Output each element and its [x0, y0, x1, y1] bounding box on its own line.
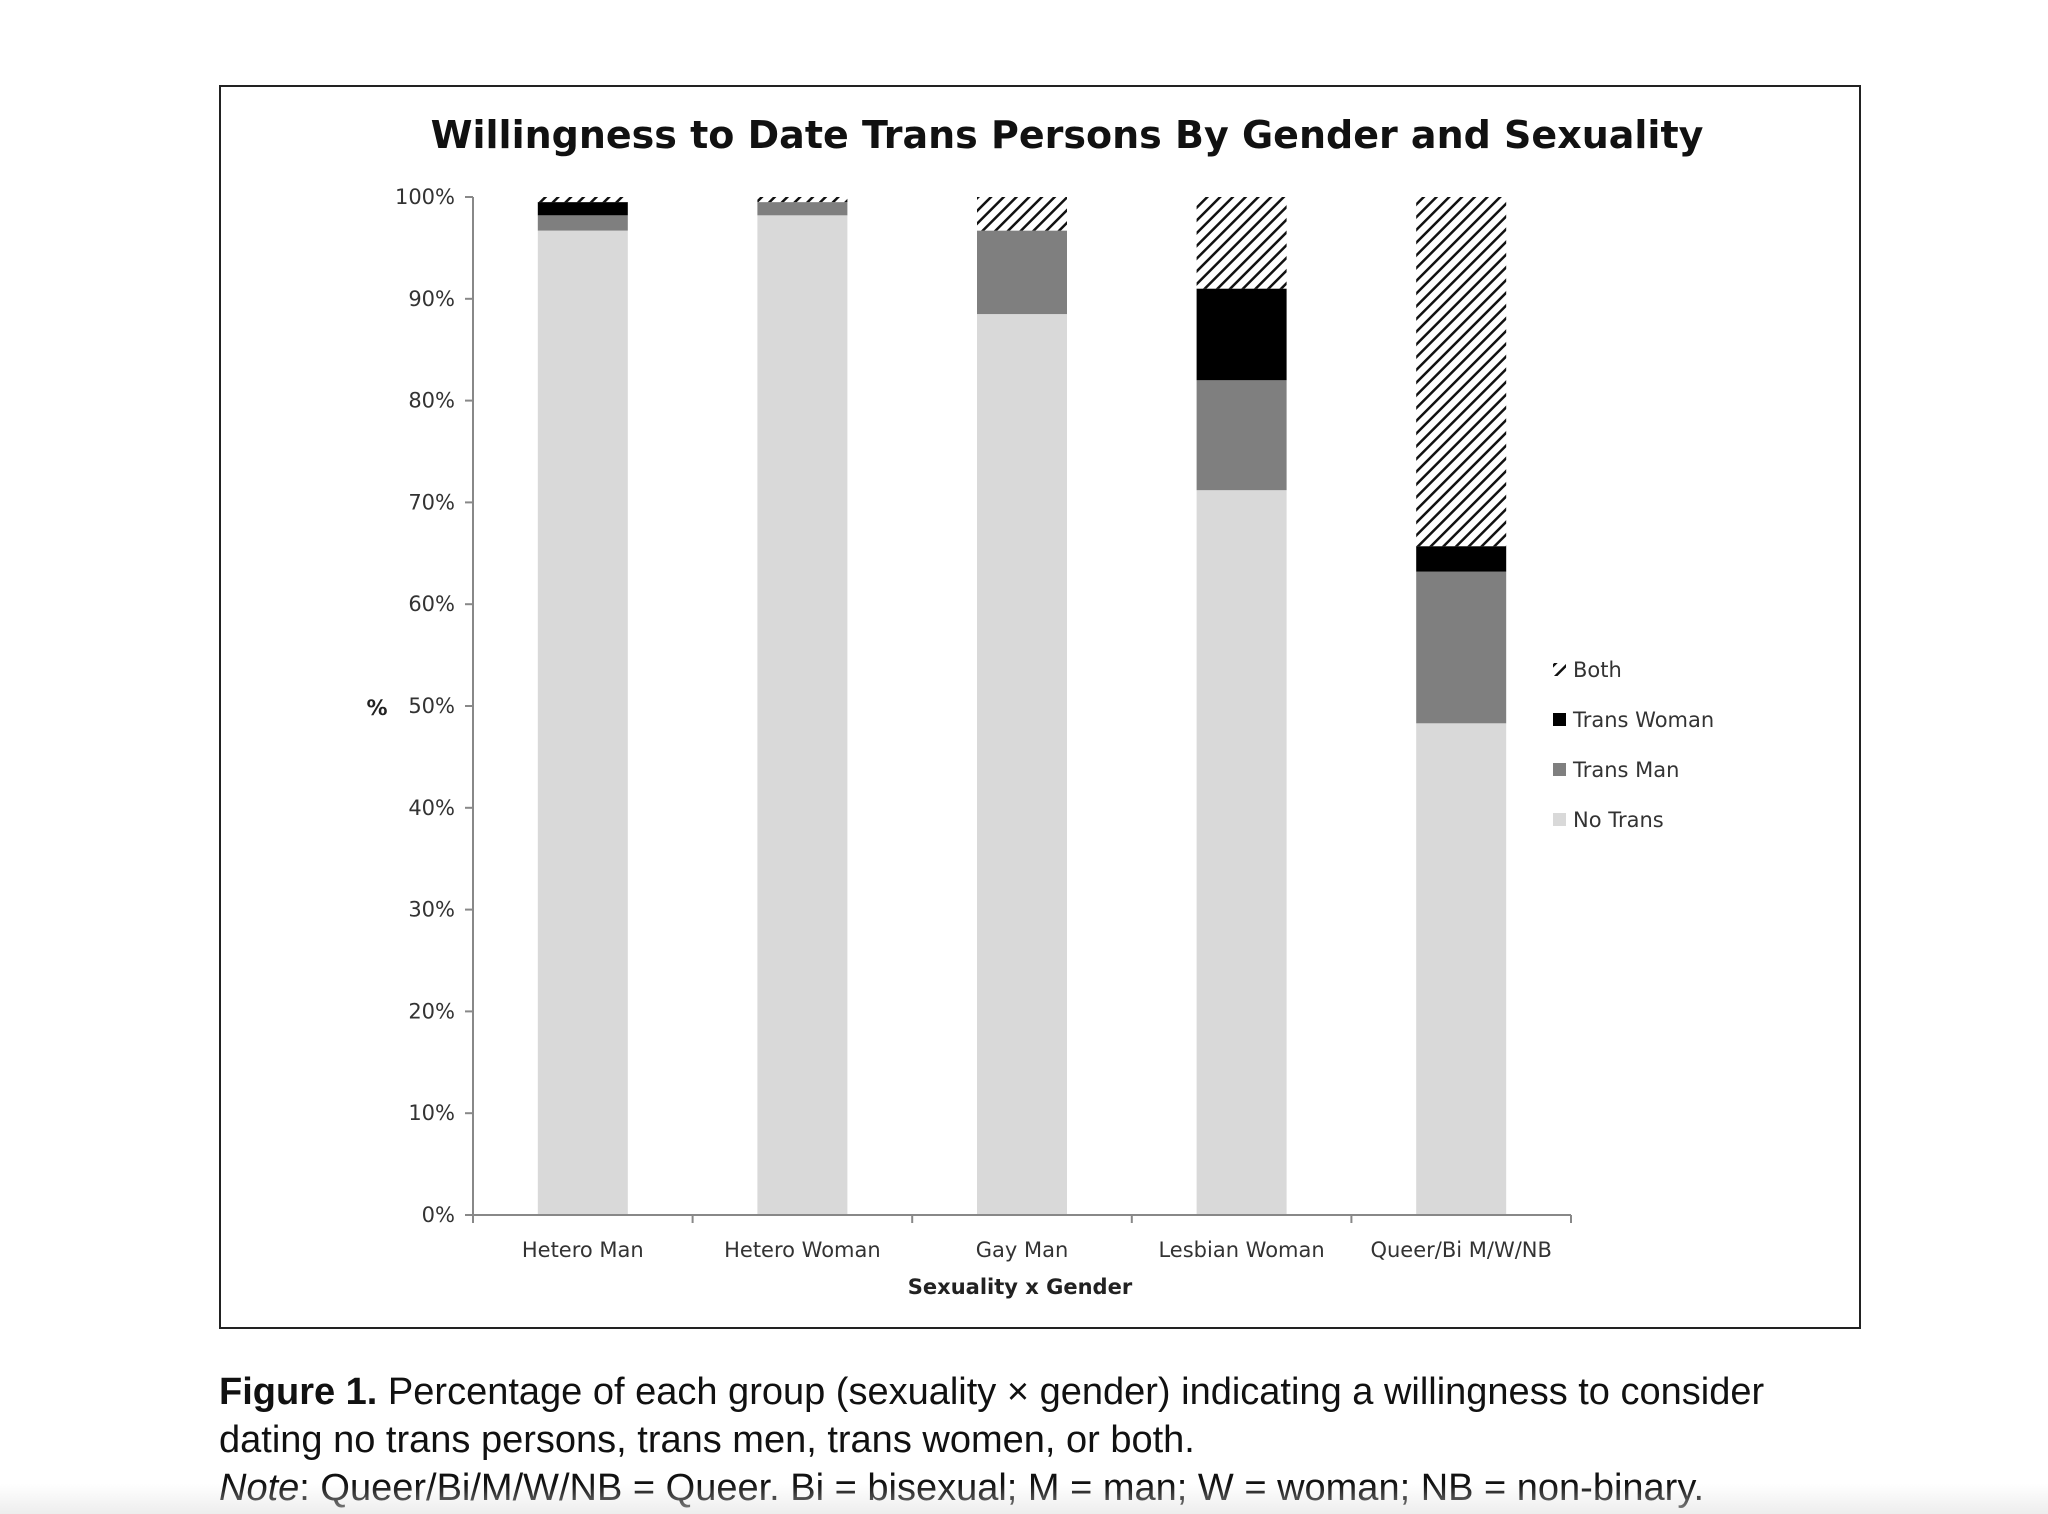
bar-segment	[1416, 546, 1507, 572]
legend-swatch	[1553, 813, 1566, 826]
bottom-shadow	[0, 1484, 2048, 1514]
bar-segment	[757, 215, 848, 1216]
bar-segment	[977, 230, 1067, 315]
legend-label: Trans Man	[1572, 758, 1679, 782]
chart-title: Willingness to Date Trans Persons By Gen…	[431, 113, 1704, 157]
y-tick-label: 70%	[408, 490, 455, 514]
x-category-label: Hetero Man	[522, 1238, 644, 1262]
bar-segment	[537, 215, 628, 231]
bar-segment	[977, 314, 1067, 1215]
figure-label: Figure 1.	[219, 1371, 378, 1413]
bar-segment	[537, 197, 628, 203]
legend-label: Both	[1573, 658, 1622, 682]
caption-main: Figure 1. Percentage of each group (sexu…	[219, 1368, 1869, 1464]
y-tick-label: 10%	[408, 1101, 455, 1125]
x-category-label: Lesbian Woman	[1158, 1238, 1324, 1262]
stacked-bar-chart: Willingness to Date Trans Persons By Gen…	[366, 113, 1714, 1299]
bar-segment	[1196, 380, 1287, 491]
bar-segment	[757, 202, 848, 216]
y-tick-label: 20%	[408, 999, 455, 1023]
y-axis-title: %	[366, 696, 387, 720]
legend-swatch	[1553, 663, 1566, 676]
legend-swatch	[1553, 713, 1566, 726]
bar-segment	[1416, 723, 1507, 1215]
x-category-label: Gay Man	[976, 1238, 1069, 1262]
x-category-label: Hetero Woman	[724, 1238, 881, 1262]
bar-segment	[757, 197, 848, 203]
legend-label: No Trans	[1573, 808, 1664, 832]
plot-area: 0% 10% 20% 30% 40% 50% 60% 70% 80% 90% 100% Hetero …	[395, 185, 1572, 1262]
bar-segment	[537, 202, 628, 216]
legend-label: Trans Woman	[1572, 708, 1714, 732]
bar-segment	[1196, 197, 1287, 289]
y-tick-label: 40%	[408, 796, 455, 820]
bar-segment	[1196, 288, 1287, 381]
bar-segment	[1416, 571, 1507, 724]
y-tick-label: 80%	[408, 389, 455, 413]
y-tick-label: 30%	[408, 898, 455, 922]
bar-segment	[1196, 490, 1287, 1216]
x-category-label: Queer/Bi M/W/NB	[1370, 1238, 1551, 1262]
bar-segment	[1416, 197, 1507, 547]
legend-swatch	[1553, 763, 1566, 776]
x-axis-title: Sexuality x Gender	[908, 1275, 1133, 1299]
y-tick-label: 50%	[408, 694, 455, 718]
y-tick-label: 60%	[408, 592, 455, 616]
figure-text: Percentage of each group (sexuality × ge…	[219, 1371, 1765, 1461]
y-tick-label: 100%	[395, 185, 455, 209]
legend: Both Trans Woman Trans Man No Trans	[1553, 658, 1714, 832]
bar-segment	[537, 230, 628, 1215]
y-tick-label: 90%	[408, 287, 455, 311]
bar-segment	[977, 197, 1067, 231]
chart-frame: Willingness to Date Trans Persons By Gen…	[219, 85, 1861, 1329]
y-tick-label: 0%	[422, 1203, 455, 1227]
